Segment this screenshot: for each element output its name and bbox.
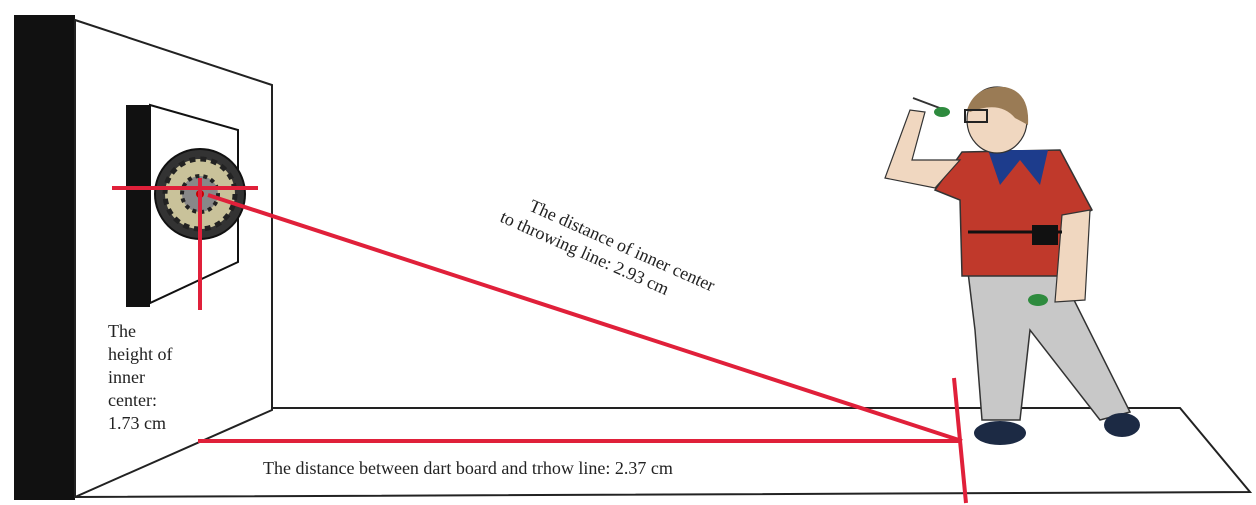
diagonal-line [207,193,963,443]
height-label-line: The [108,321,136,341]
floor [74,407,1253,498]
height-label-line: height of [108,344,173,364]
height-label-line: center: [108,390,157,410]
height-label: The height of inner center: 1.73 cm [108,321,173,433]
height-label-line: 1.73 cm [108,413,166,433]
height-label-line: inner [108,367,145,387]
player [884,86,1140,445]
floor-label: The distance between dart board and trho… [263,458,673,478]
throw-line [952,377,968,504]
board-side [126,105,150,307]
wall-edge [14,15,75,500]
